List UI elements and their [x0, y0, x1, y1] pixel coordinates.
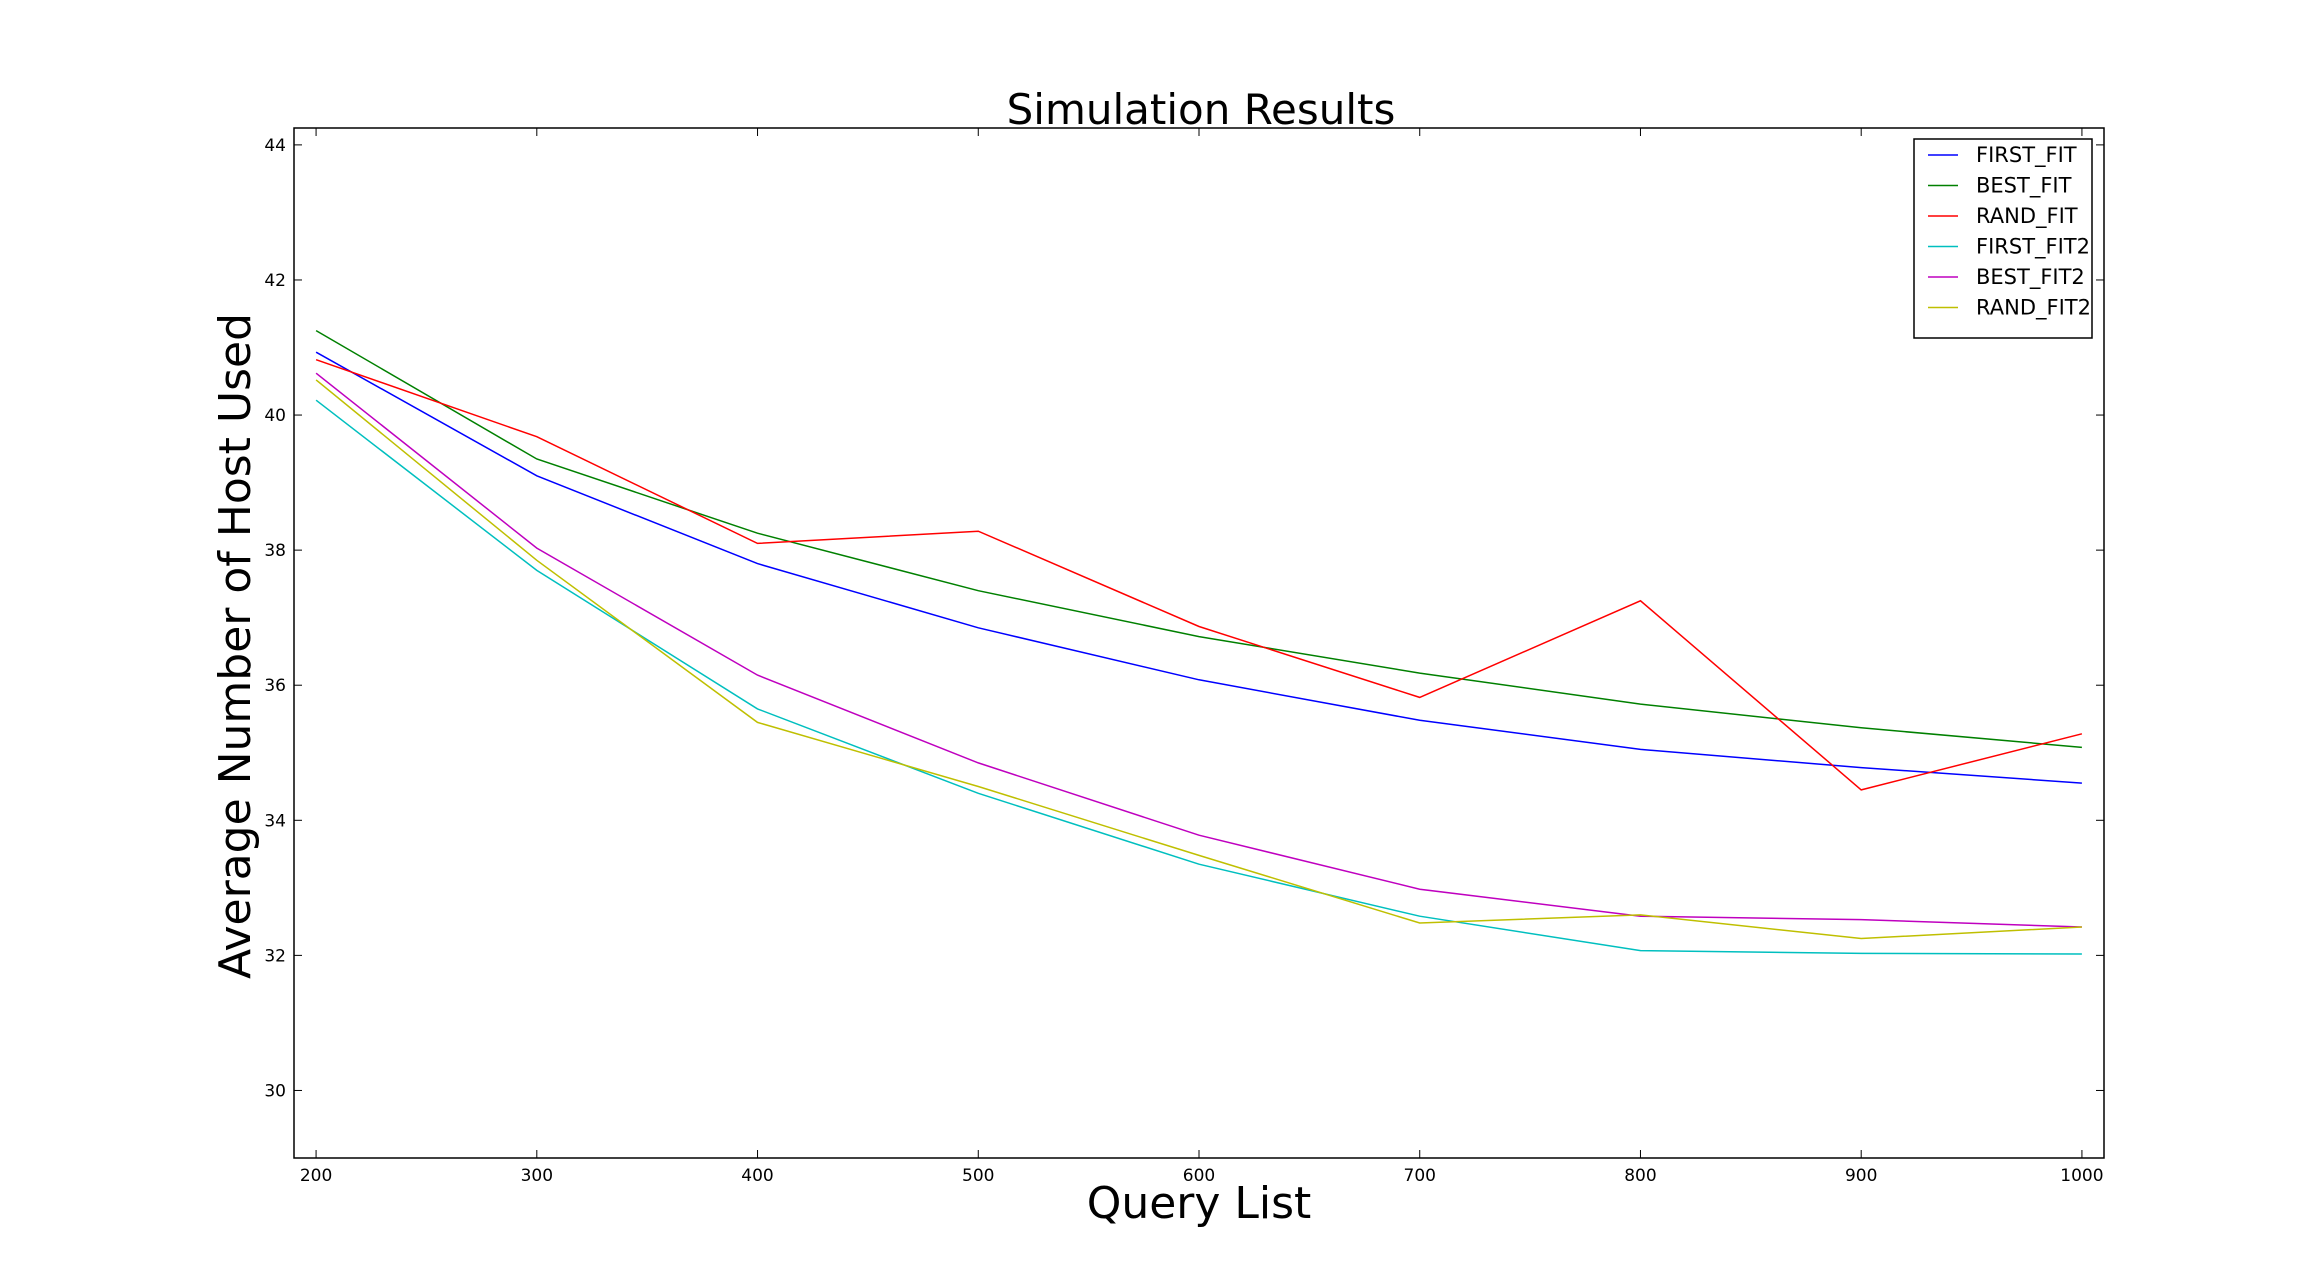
y-tick-label: 40 — [264, 406, 286, 426]
legend-box — [1913, 138, 2093, 339]
series-line-first-fit — [315, 351, 2082, 784]
legend-label: RAND_FIT2 — [1976, 296, 2091, 321]
series-line-first-fit2 — [315, 399, 2082, 955]
x-tick-label: 600 — [1183, 1166, 1215, 1186]
chart-title: Simulation Results — [1007, 85, 1396, 134]
x-tick-label: 1000 — [2060, 1166, 2103, 1186]
plot-frame — [293, 127, 2105, 1159]
series-layer — [315, 329, 2083, 955]
legend-label: BEST_FIT — [1976, 174, 2072, 199]
x-tick-label: 300 — [521, 1166, 553, 1186]
y-tick-label: 42 — [264, 271, 286, 291]
x-axis-label: Query List — [1087, 1178, 1312, 1229]
y-axis-label: Average Number of Host Used — [210, 313, 261, 979]
y-tick-label: 44 — [264, 136, 286, 156]
legend-label: RAND_FIT — [1976, 204, 2078, 229]
x-tick-label: 900 — [1845, 1166, 1877, 1186]
legend-label: FIRST_FIT — [1976, 143, 2077, 168]
y-tick-label: 36 — [264, 676, 286, 696]
x-tick-label: 200 — [300, 1166, 332, 1186]
legend-label: FIRST_FIT2 — [1976, 235, 2090, 260]
y-tick-label: 30 — [264, 1081, 286, 1101]
x-tick-label: 800 — [1624, 1166, 1656, 1186]
ticks-layer: 200 300 400 500 600 700 800 900 1000 30 32 34 36 38 40… — [264, 128, 2104, 1186]
series-line-rand-fit2 — [315, 379, 2082, 940]
y-tick-label: 34 — [264, 811, 286, 831]
x-tick-label: 400 — [741, 1166, 773, 1186]
x-tick-label: 500 — [962, 1166, 994, 1186]
y-tick-label: 32 — [264, 946, 286, 966]
series-line-best-fit2 — [315, 372, 2082, 928]
x-tick-label: 700 — [1404, 1166, 1436, 1186]
y-tick-label: 38 — [264, 541, 286, 561]
series-line-rand-fit — [315, 358, 2083, 791]
series-line-best-fit — [315, 329, 2082, 749]
legend: FIRST_FIT BEST_FIT RAND_FIT FIRST_FIT2 BEST_… — [1913, 138, 2093, 339]
legend-label: BEST_FIT2 — [1976, 265, 2085, 290]
